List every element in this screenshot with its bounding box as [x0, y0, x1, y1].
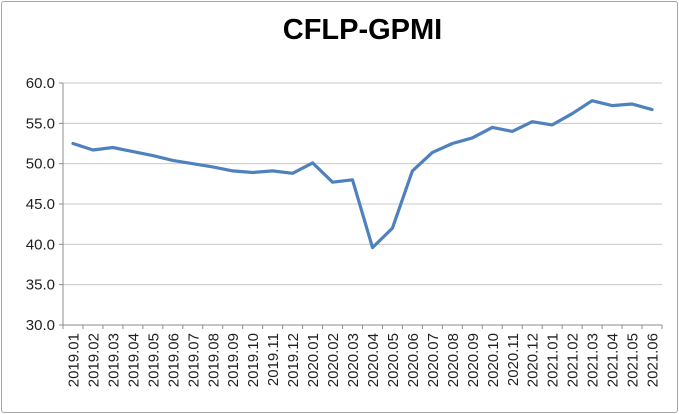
- x-tick-label: 2021.01: [545, 333, 562, 387]
- x-tick-label: 2019.08: [205, 333, 222, 387]
- y-tick-label: 40.0: [26, 236, 55, 253]
- x-tick-label: 2019.10: [245, 333, 262, 387]
- x-tick-label: 2020.03: [345, 333, 362, 387]
- y-tick-label: 55.0: [26, 115, 55, 132]
- x-tick-label: 2020.01: [305, 333, 322, 387]
- y-tick-label: 45.0: [26, 196, 55, 213]
- x-tick-label: 2020.09: [465, 333, 482, 387]
- x-tick-label: 2019.05: [145, 333, 162, 387]
- chart-title: CFLP-GPMI: [282, 14, 443, 46]
- x-tick-label: 2020.06: [405, 333, 422, 387]
- x-tick-label: 2019.01: [65, 333, 82, 387]
- x-tick-label: 2020.12: [525, 333, 542, 387]
- x-tick-label: 2019.11: [265, 333, 282, 386]
- x-tick-label: 2021.06: [645, 333, 662, 387]
- y-tick-label: 35.0: [26, 277, 55, 294]
- y-tick-label: 30.0: [26, 317, 55, 334]
- x-tick-label: 2021.04: [605, 333, 622, 387]
- x-tick-label: 2019.12: [285, 333, 302, 387]
- x-tick-label: 2021.02: [565, 333, 582, 387]
- x-tick-label: 2020.08: [445, 333, 462, 387]
- x-tick-label: 2020.04: [365, 333, 382, 387]
- y-tick-label: 60.0: [26, 75, 55, 92]
- x-tick-label: 2019.07: [185, 333, 202, 387]
- x-tick-label: 2019.04: [125, 333, 142, 387]
- x-tick-label: 2019.03: [105, 333, 122, 387]
- x-tick-label: 2020.02: [325, 333, 342, 387]
- x-tick-label: 2020.11: [505, 333, 522, 386]
- x-tick-label: 2019.09: [225, 333, 242, 387]
- data-series-line: [71, 99, 654, 250]
- x-tick-label: 2021.03: [585, 333, 602, 387]
- x-tick-label: 2021.05: [625, 333, 642, 387]
- x-tick-label: 2019.02: [85, 333, 102, 387]
- x-tick-label: 2020.10: [485, 333, 502, 387]
- y-tick-label: 50.0: [26, 156, 55, 173]
- x-tick-label: 2020.05: [385, 333, 402, 387]
- x-tick-label: 2019.06: [165, 333, 182, 387]
- x-tick-label: 2020.07: [425, 333, 442, 387]
